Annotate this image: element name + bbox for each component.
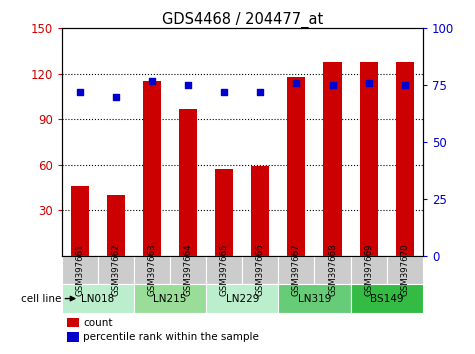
Bar [67,332,79,342]
Bar [98,256,134,284]
Bar [67,318,79,327]
Text: GSM397666: GSM397666 [256,244,265,296]
Text: GSM397667: GSM397667 [292,244,301,296]
Bar [314,256,351,284]
Bar [278,284,351,313]
Bar [62,284,134,313]
Bar [179,109,197,256]
Text: GSM397665: GSM397665 [220,244,228,296]
Text: LN229: LN229 [226,293,259,304]
Bar [278,256,314,284]
Bar [206,284,278,313]
Bar [323,62,342,256]
Point [184,82,192,88]
Bar [396,62,414,256]
Bar [215,170,233,256]
Bar [62,256,98,284]
Point [148,78,156,84]
Title: GDS4468 / 204477_at: GDS4468 / 204477_at [162,12,323,28]
Text: GSM397670: GSM397670 [400,244,409,296]
Bar [251,166,269,256]
Bar [351,256,387,284]
Bar [387,256,423,284]
Point [76,89,84,95]
Bar [360,62,378,256]
Point [293,80,300,86]
Text: GSM397662: GSM397662 [112,244,120,296]
Bar [351,284,423,313]
Point [220,89,228,95]
Text: LN018: LN018 [81,293,114,304]
Text: LN215: LN215 [153,293,187,304]
Point [256,89,264,95]
Point [112,94,120,99]
Point [401,82,408,88]
Bar [242,256,278,284]
Bar [71,186,89,256]
Point [329,82,336,88]
Bar [170,256,206,284]
Text: GSM397661: GSM397661 [76,244,84,296]
Bar [107,195,125,256]
Text: GSM397663: GSM397663 [148,244,156,296]
Bar [134,256,170,284]
Text: count: count [84,318,113,328]
Text: GSM397664: GSM397664 [184,244,192,296]
Bar [287,77,305,256]
Bar [143,81,161,256]
Text: percentile rank within the sample: percentile rank within the sample [84,332,259,342]
Text: GSM397668: GSM397668 [328,244,337,296]
Bar [206,256,242,284]
Text: BS149: BS149 [370,293,403,304]
Text: cell line: cell line [21,293,62,304]
Text: GSM397669: GSM397669 [364,244,373,296]
Point [365,80,372,86]
Text: LN319: LN319 [298,293,331,304]
Bar [134,284,206,313]
